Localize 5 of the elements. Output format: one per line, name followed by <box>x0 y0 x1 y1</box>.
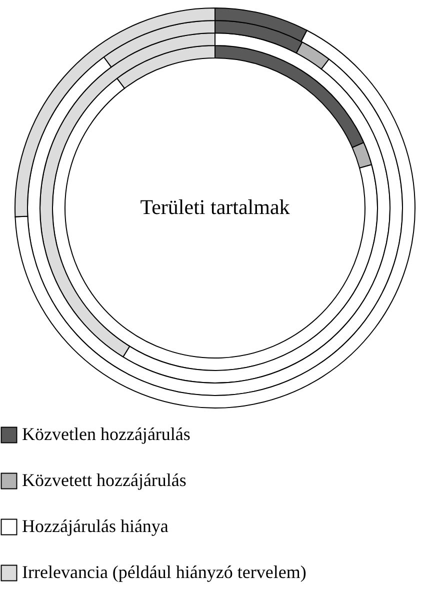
text: Területi tartalmak <box>140 195 290 219</box>
legend-label: Közvetett hozzájárulás <box>22 470 186 490</box>
legend-label: Hozzájárulás hiánya <box>22 516 168 536</box>
legend-label: Közvetlen hozzájárulás <box>22 424 190 444</box>
legend-label: Irrelevancia (például hiányzó tervelem) <box>22 562 306 582</box>
